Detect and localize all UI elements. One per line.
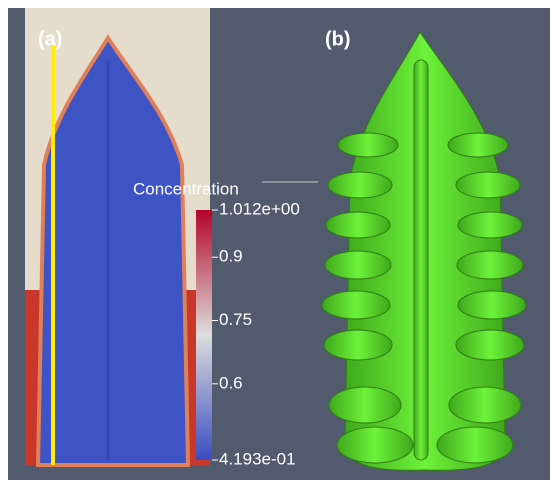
arm — [327, 171, 393, 199]
colorbar-title: Concentration — [133, 179, 239, 198]
arm — [336, 426, 414, 464]
arm — [455, 171, 521, 199]
arm — [455, 329, 525, 361]
panel-label: (b) — [325, 28, 351, 50]
arm — [324, 250, 392, 280]
arm — [448, 386, 522, 424]
tick-label: 1.012e+00 — [219, 199, 300, 218]
arm — [328, 386, 402, 424]
arm — [456, 250, 524, 280]
arm — [447, 132, 509, 158]
tick-label: 0.75 — [219, 310, 252, 329]
panel-label: (a) — [38, 28, 62, 50]
tick-label: 0.6 — [219, 373, 243, 392]
panel-b — [321, 31, 527, 471]
arm — [436, 426, 514, 464]
arm — [337, 132, 399, 158]
colorbar: Concentration 1.012e+00 0.9 0.75 0.6 4.193e-… — [133, 179, 318, 468]
panel-a: (a) — [25, 8, 210, 467]
color-ramp — [196, 210, 212, 460]
tick-label: 4.193e-01 — [219, 449, 296, 468]
arm — [323, 329, 393, 361]
stem-3d — [413, 59, 429, 461]
tick-label: 0.9 — [219, 247, 243, 266]
dendrite-slice — [35, 34, 191, 467]
arm — [457, 211, 523, 239]
arm — [321, 290, 391, 320]
arm — [325, 211, 391, 239]
arm — [457, 290, 527, 320]
